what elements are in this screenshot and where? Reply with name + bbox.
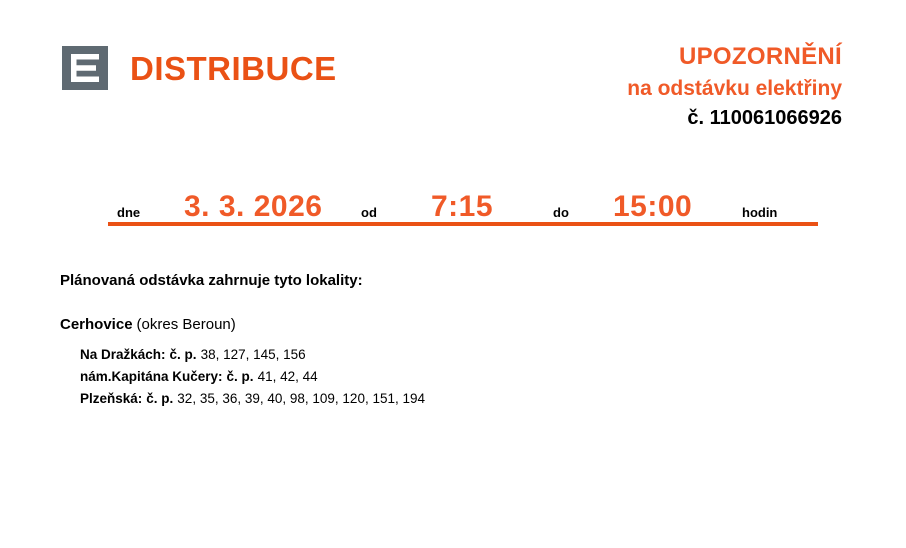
outage-details: Plánovaná odstávka zahrnuje tyto lokalit… bbox=[60, 272, 860, 410]
outage-start-time-value: 7:15 bbox=[431, 190, 494, 223]
street-house-numbers: 38, 127, 145, 156 bbox=[200, 347, 306, 362]
page-header: DISTRIBUCE UPOZORNĚNÍ na odstávku elektř… bbox=[0, 0, 906, 150]
label-od: od bbox=[361, 205, 377, 220]
label-do: do bbox=[553, 205, 569, 220]
brand-wordmark: DISTRIBUCE bbox=[130, 49, 337, 87]
time-strip-row: dne 3. 3. 2026 od 7:15 do 15:00 hodin bbox=[108, 184, 818, 222]
street-house-numbers: 32, 35, 36, 39, 40, 98, 109, 120, 151, 1… bbox=[177, 390, 426, 406]
street-house-numbers: 41, 42, 44 bbox=[257, 368, 318, 384]
street-cp-label: č. p. bbox=[226, 368, 254, 384]
list-item: Plzeňská: č. p. 32, 35, 36, 39, 40, 98, 10… bbox=[80, 388, 860, 410]
time-strip-divider bbox=[108, 222, 818, 226]
street-cp-label: č. p. bbox=[146, 390, 174, 406]
locality-district: (okres Beroun) bbox=[136, 316, 236, 333]
street-name: Na Dražkách: bbox=[80, 347, 166, 362]
street-cp-label: č. p. bbox=[169, 347, 197, 362]
notice-subtitle: na odstávku elektřiny bbox=[627, 76, 842, 100]
outage-end-time-value: 15:00 bbox=[613, 190, 693, 223]
cez-e-logo-icon bbox=[62, 46, 108, 90]
locality-name: Cerhovice bbox=[60, 316, 133, 333]
locality-block: Cerhovice (okres Beroun) Na Dražkách: č. p… bbox=[60, 316, 860, 410]
label-dne: dne bbox=[117, 205, 141, 220]
street-list: Na Dražkách: č. p. 38, 127, 145, 156 nám.K… bbox=[80, 344, 860, 410]
list-item: nám.Kapitána Kučery: č. p. 41, 42, 44 bbox=[80, 366, 860, 388]
cez-distribuce-logo: DISTRIBUCE bbox=[62, 46, 337, 90]
locality-heading: Cerhovice (okres Beroun) bbox=[60, 316, 860, 334]
intro-text: Plánovaná odstávka zahrnuje tyto lokalit… bbox=[60, 272, 363, 289]
list-item: Na Dražkách: č. p. 38, 127, 145, 156 bbox=[80, 344, 860, 366]
outage-date-value: 3. 3. 2026 bbox=[184, 190, 323, 223]
notice-title: UPOZORNĚNÍ bbox=[678, 43, 842, 70]
notice-heading-block: UPOZORNĚNÍ na odstávku elektřiny č. 1100… bbox=[627, 42, 842, 131]
street-name: Plzeňská: bbox=[80, 390, 143, 406]
label-hodin: hodin bbox=[742, 205, 778, 220]
notice-number: č. 110061066926 bbox=[687, 106, 842, 129]
street-name: nám.Kapitána Kučery: bbox=[80, 368, 223, 384]
outage-time-strip: dne 3. 3. 2026 od 7:15 do 15:00 hodin bbox=[108, 184, 818, 230]
